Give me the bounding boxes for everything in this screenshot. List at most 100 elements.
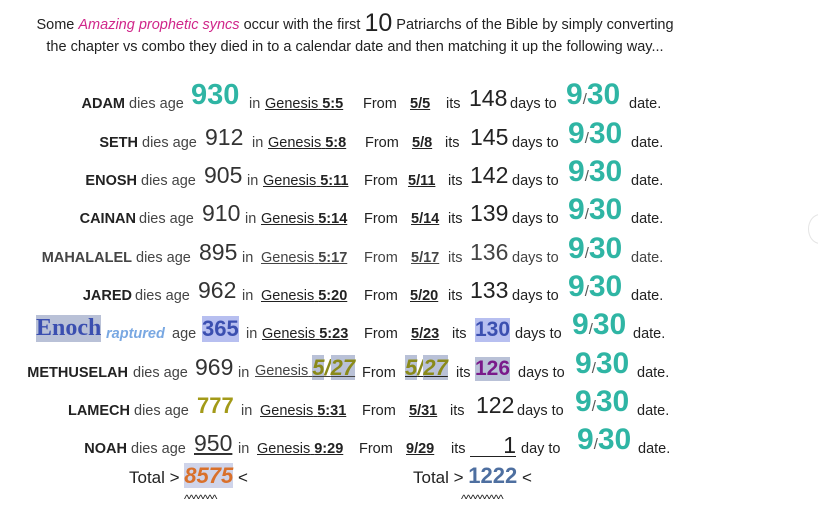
scripture-ref[interactable]: Genesis 5:8 (268, 135, 346, 151)
target-month: 9 (568, 193, 585, 226)
in-label: in (242, 250, 254, 266)
days-to-label: days to (512, 211, 559, 227)
in-label: in (242, 288, 254, 304)
target-month: 9 (568, 117, 585, 150)
scripture-ref[interactable]: Genesis 5:5 (265, 96, 343, 112)
date-word: date. (631, 211, 664, 227)
target-day: 30 (597, 423, 632, 456)
scripture-ref[interactable]: Genesis 5:14 (261, 211, 347, 227)
total-lt: < (521, 468, 532, 487)
patriarch-row-mahalalel: MAHALALEL dies age 895 in Genesis 5:17 F… (0, 232, 818, 270)
from-label: From (362, 365, 396, 381)
in-label: in (249, 96, 261, 112)
raptured-label: raptured (106, 326, 165, 342)
scripture-ref[interactable]: Genesis 5:11 (263, 173, 348, 189)
target-day: 30 (588, 270, 623, 303)
days-count: 148 (469, 85, 508, 111)
from-label: From (365, 135, 399, 151)
target-day: 30 (588, 155, 623, 188)
patriarch-row-jared: JARED dies age 962 in Genesis 5:20 From … (0, 270, 818, 308)
days-to-label: days to (515, 326, 562, 342)
target-month: 9 (568, 155, 585, 188)
chapter-verse: 5:23 (319, 326, 349, 342)
scripture-ref[interactable]: Genesis 5/27 (255, 355, 356, 381)
patriarch-name: SETH (99, 135, 138, 151)
in-label: in (247, 173, 259, 189)
target-date: 9/30 (575, 347, 629, 381)
days-count: 145 (470, 124, 509, 150)
target-slash: / (584, 283, 589, 300)
target-month: 9 (568, 232, 585, 265)
patriarch-name: Enoch (36, 315, 102, 342)
its-label: its (448, 173, 463, 189)
death-date: 5/23 (411, 326, 440, 342)
from-label: From (362, 403, 396, 419)
target-month: 9 (568, 270, 585, 303)
target-date: 9/30 (568, 193, 622, 227)
target-date: 9/30 (568, 155, 622, 189)
days-to-label: days to (512, 288, 559, 304)
scripture-ref[interactable]: Genesis 5:23 (262, 326, 348, 342)
patriarch-row-methuselah: METHUSELAH dies age 969 in Genesis 5/27 … (0, 347, 818, 385)
book-name: Genesis (262, 326, 316, 342)
death-date: 5/11 (408, 173, 436, 189)
book-name: Genesis (261, 250, 315, 266)
from-label: From (363, 96, 397, 112)
target-date: 9/30 (572, 308, 626, 342)
in-label: in (245, 211, 257, 227)
its-label: its (451, 441, 466, 457)
target-slash: / (593, 436, 598, 453)
total-label: Total > (413, 468, 464, 487)
intro-number-10: 10 (364, 9, 393, 37)
scripture-ref[interactable]: Genesis 9:29 (257, 441, 343, 457)
target-day: 30 (586, 78, 621, 111)
book-name: Genesis (265, 96, 319, 112)
age-value: 912 (205, 124, 244, 150)
book-name: Genesis (263, 173, 317, 189)
dies-age-label: dies age (135, 288, 190, 304)
chapter-verse: 5:31 (317, 403, 347, 419)
its-label: its (450, 403, 465, 419)
in-label: in (238, 441, 250, 457)
book-name: Genesis (268, 135, 322, 151)
age-total-value: 8575 (184, 463, 234, 488)
date-word: date. (633, 326, 666, 342)
book-name: Genesis (255, 363, 309, 379)
target-slash: / (584, 168, 589, 185)
its-label: its (452, 326, 467, 342)
death-date: 5/31 (409, 403, 438, 419)
in-label: in (238, 365, 250, 381)
patriarch-name: ADAM (81, 96, 126, 112)
days-to-label: days to (512, 250, 559, 266)
dies-age-label: dies age (139, 211, 194, 227)
days-total-value: 1222 (468, 463, 518, 488)
from-label: From (359, 441, 393, 457)
age-value: 962 (198, 277, 237, 303)
age-value: 950 (194, 430, 233, 456)
date-word: date. (638, 441, 671, 457)
days-to-label: days to (518, 365, 565, 381)
target-month: 9 (566, 78, 583, 111)
death-date: 9/29 (406, 441, 435, 457)
death-date-slash: / (417, 355, 424, 380)
patriarch-name: CAINAN (79, 211, 136, 227)
target-slash: / (584, 206, 589, 223)
from-label: From (364, 173, 398, 189)
age-label: age (172, 326, 197, 342)
death-date: 5/8 (412, 135, 433, 151)
patriarch-row-enoch: Enoch raptured age 365 in Genesis 5:23 F… (0, 308, 818, 346)
scripture-ref[interactable]: Genesis 5:17 (261, 250, 347, 266)
its-label: its (448, 288, 463, 304)
target-day: 30 (588, 117, 623, 150)
target-slash: / (588, 321, 593, 338)
scripture-ref[interactable]: Genesis 5:20 (261, 288, 347, 304)
its-label: its (445, 135, 460, 151)
patriarch-row-cainan: CAINAN dies age 910 in Genesis 5:14 From… (0, 193, 818, 231)
target-date: 9/30 (568, 117, 622, 151)
days-count: 126 (475, 357, 511, 381)
days-count: 142 (470, 162, 509, 188)
scripture-ref[interactable]: Genesis 5:31 (260, 403, 346, 419)
patriarch-row-enosh: ENOSH dies age 905 in Genesis 5:11 From … (0, 155, 818, 193)
intro-line-1: Some Amazing prophetic syncs occur with … (0, 9, 710, 37)
target-day: 30 (595, 385, 630, 418)
